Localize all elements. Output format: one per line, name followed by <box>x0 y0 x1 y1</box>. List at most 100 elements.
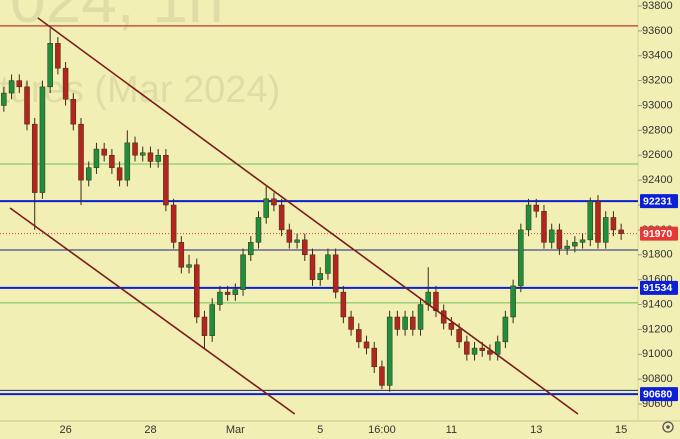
y-tick-label: 91400 <box>642 298 673 310</box>
y-tick-label: 91800 <box>642 249 673 261</box>
y-tick-label: 93800 <box>642 0 673 12</box>
y-tick-label: 91200 <box>642 323 673 335</box>
y-tick-label: 92600 <box>642 149 673 161</box>
price-tag <box>640 226 678 241</box>
candle-body <box>93 148 100 168</box>
candle-body <box>309 254 316 280</box>
x-tick-label: 15 <box>615 424 627 436</box>
watermark: 024, 1h <box>10 0 224 36</box>
candle-body <box>548 229 555 243</box>
candle-body <box>8 80 15 94</box>
candle-body <box>302 239 308 256</box>
candle-body <box>479 347 486 351</box>
candle-body <box>579 239 586 243</box>
candle-body <box>224 291 231 295</box>
candle-body <box>286 229 293 243</box>
candle-body <box>356 329 362 343</box>
candle-body <box>124 142 131 181</box>
price-tag-label: 90680 <box>643 388 672 400</box>
price-tag-label: 91534 <box>643 282 672 294</box>
candle-body <box>78 123 84 181</box>
candle-body <box>39 86 46 193</box>
candle-body <box>16 80 23 88</box>
candle-body <box>541 210 547 243</box>
candle-body <box>263 198 269 218</box>
y-tick-label: 92800 <box>642 124 673 136</box>
candle-body <box>85 167 92 181</box>
candle-body <box>525 204 532 231</box>
candle-body <box>186 264 192 268</box>
settings-icon-ring[interactable] <box>662 421 674 433</box>
y-tick-label: 91000 <box>642 348 673 360</box>
candle-body <box>232 289 239 295</box>
candle-body <box>278 204 285 231</box>
candle-body <box>217 291 223 305</box>
candle-body <box>464 341 470 355</box>
price-tag <box>640 387 678 402</box>
candle-body <box>139 152 146 156</box>
x-tick-label: 11 <box>446 424 457 436</box>
candle-body <box>240 254 246 290</box>
candle-body <box>155 155 161 162</box>
candle-body <box>533 204 540 212</box>
candle-body <box>101 148 107 156</box>
candle-body <box>595 201 601 243</box>
settings-icon-dot[interactable] <box>666 425 670 429</box>
price-tag <box>640 194 678 209</box>
candle-body <box>109 155 115 168</box>
candle-body <box>518 229 524 287</box>
y-tick-label: 92400 <box>642 174 673 186</box>
candle-body <box>340 291 347 318</box>
x-tick-label: 5 <box>317 424 323 436</box>
x-tick-label: 28 <box>144 424 156 436</box>
x-tick-label: 13 <box>530 424 542 436</box>
trendline <box>37 17 579 415</box>
candle-body <box>24 86 30 125</box>
candle-body <box>379 366 385 386</box>
candle-body <box>194 264 200 318</box>
candle-body <box>456 329 462 343</box>
y-tick-label: 93000 <box>642 99 673 111</box>
candle-body <box>487 350 493 355</box>
y-tick-label: 93200 <box>642 75 673 87</box>
candle-body <box>47 43 53 88</box>
candle-body <box>248 242 254 256</box>
candle-body <box>386 316 393 386</box>
candle-body <box>1 92 7 106</box>
candle-body <box>394 316 401 330</box>
x-tick-label: 16:00 <box>368 424 396 436</box>
y-tick-label: 93400 <box>642 50 673 62</box>
candle-body <box>332 254 339 293</box>
candle-body <box>209 304 215 336</box>
price-tag <box>640 280 678 295</box>
watermark: Futures (Mar 2024) <box>0 69 280 111</box>
candle-body <box>556 229 563 249</box>
settings-icon[interactable] <box>662 421 674 433</box>
candle-body <box>572 242 578 247</box>
candle-body <box>510 285 516 318</box>
candle-body <box>170 204 177 243</box>
candle-body <box>271 198 277 206</box>
candle-body <box>163 155 169 206</box>
price-tag-label: 92231 <box>643 195 672 207</box>
candle-body <box>448 322 455 330</box>
candle-body <box>70 99 77 125</box>
x-tick-label: 26 <box>59 424 71 436</box>
x-tick-label: Mar <box>226 424 245 436</box>
candle-body <box>610 217 617 231</box>
candle-body <box>471 347 478 355</box>
candle-body <box>317 273 323 280</box>
trendline <box>9 207 296 415</box>
y-tick-label: 90800 <box>642 373 673 385</box>
candle-body <box>564 245 570 249</box>
candle-body <box>116 167 123 181</box>
candle-body <box>55 43 61 69</box>
candle-body <box>255 217 262 243</box>
candle-body <box>402 316 408 330</box>
price-tag-label: 91970 <box>643 228 672 240</box>
candle-body <box>417 304 424 330</box>
candle-body <box>602 217 609 243</box>
candle-body <box>587 201 594 241</box>
candle-body <box>132 142 138 156</box>
y-tick-label: 93600 <box>642 25 673 37</box>
